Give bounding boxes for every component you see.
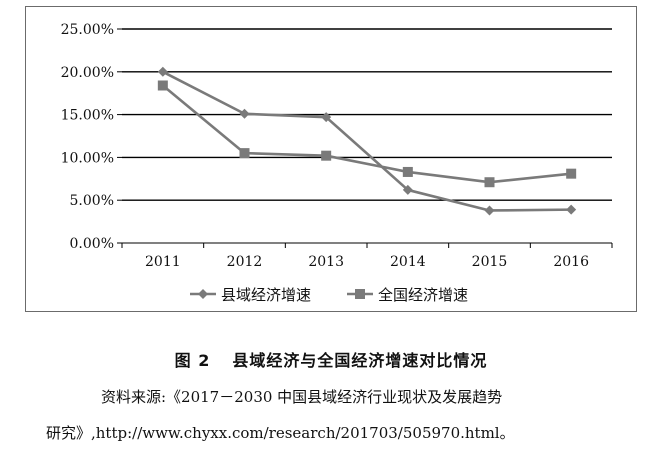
data-point	[321, 112, 332, 123]
source-citation-line-2: 研究》,http://www.chyxx.com/research/201703…	[46, 424, 515, 442]
data-point	[402, 184, 413, 195]
line-chart: 0.00% 5.00% 10.00% 15.00% 20.00% 25.00% 2011 20…	[61, 22, 613, 304]
data-point	[566, 168, 577, 179]
legend-label: 县域经济增速	[221, 286, 311, 304]
data-point	[566, 204, 577, 215]
series-line	[162, 70, 572, 212]
x-tick-label: 2014	[390, 254, 426, 270]
data-point	[402, 166, 413, 177]
x-tick-label: 2012	[227, 254, 263, 270]
chart-frame	[25, 6, 637, 312]
data-point	[239, 148, 250, 159]
data-point	[484, 177, 495, 188]
y-tick-label: 10.00%	[61, 150, 114, 166]
legend-swatch-marker	[355, 289, 365, 299]
y-tick-label: 15.00%	[61, 108, 114, 124]
data-point	[157, 66, 168, 77]
data-point	[321, 150, 332, 161]
figure-title: 县域经济与全国经济增速对比情况	[232, 351, 488, 370]
series-line	[162, 84, 572, 184]
y-tick-label: 20.00%	[61, 65, 114, 81]
x-tick-label: 2015	[472, 254, 508, 270]
x-tick-label: 2013	[308, 254, 344, 270]
data-point	[484, 205, 495, 216]
x-tick-label: 2011	[145, 254, 181, 270]
y-tick-label: 0.00%	[70, 236, 114, 252]
data-point	[239, 108, 250, 119]
source-citation-line-1: 资料来源:《2017－2030 中国县域经济行业现状及发展趋势	[101, 388, 503, 406]
figure-caption: 图 2 县域经济与全国经济增速对比情况	[0, 347, 662, 371]
legend-label: 全国经济增速	[378, 286, 468, 304]
y-tick-label: 25.00%	[61, 22, 114, 38]
figure-number: 图 2	[174, 351, 211, 370]
data-point	[157, 80, 168, 91]
x-tick-label: 2016	[553, 254, 589, 270]
legend-swatch-marker	[198, 289, 208, 299]
y-tick-label: 5.00%	[70, 193, 114, 209]
